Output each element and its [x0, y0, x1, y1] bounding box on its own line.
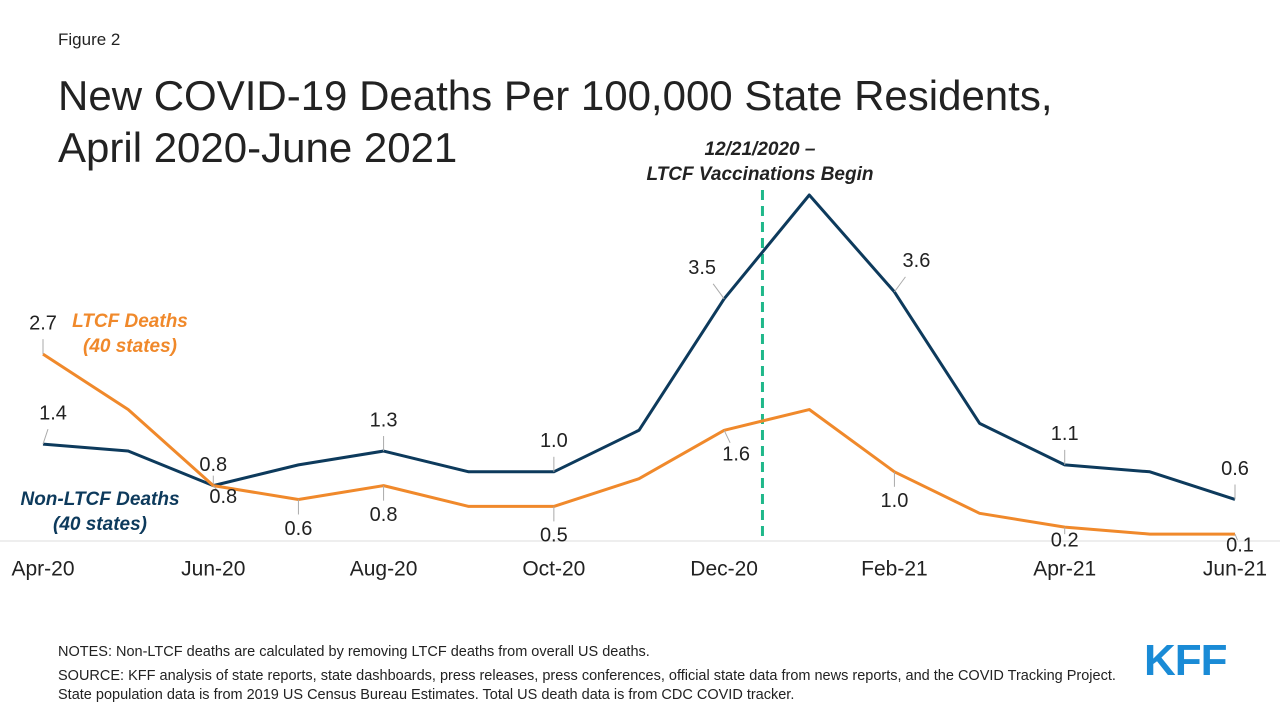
x-tick-label: Dec-20 — [690, 558, 758, 581]
data-label: 1.6 — [722, 444, 750, 466]
data-label: 0.2 — [1051, 529, 1079, 551]
data-label: 3.5 — [688, 257, 716, 279]
data-label: 1.4 — [39, 402, 67, 424]
data-label: 3.6 — [903, 250, 931, 272]
data-label: 0.8 — [199, 454, 227, 476]
leader-line — [1234, 533, 1238, 541]
data-label: 0.5 — [540, 525, 568, 547]
data-label: 1.3 — [370, 409, 398, 431]
data-label: 0.8 — [209, 486, 237, 508]
x-tick-label: Jun-21 — [1203, 558, 1267, 581]
x-tick-label: Apr-20 — [11, 558, 74, 581]
series-line — [42, 352, 1235, 536]
leader-line — [712, 283, 725, 300]
legend-label: Non-LTCF Deaths (40 states) — [20, 489, 180, 535]
data-label: 0.6 — [285, 518, 313, 540]
data-label: 1.0 — [540, 430, 568, 452]
x-tick-label: Jun-20 — [181, 558, 245, 581]
leader-line — [894, 276, 906, 293]
notes: NOTES: Non-LTCF deaths are calculated by… — [58, 644, 650, 660]
x-tick-label: Feb-21 — [861, 558, 928, 581]
data-label: 0.8 — [370, 504, 398, 526]
x-tick-label: Aug-20 — [350, 558, 418, 581]
x-tick-label: Oct-20 — [522, 558, 585, 581]
x-tick-label: Apr-21 — [1033, 558, 1096, 581]
data-label: 1.1 — [1051, 423, 1079, 445]
leader-line — [42, 428, 49, 445]
data-label: 0.6 — [1221, 458, 1249, 480]
source: SOURCE: KFF analysis of state reports, s… — [58, 668, 1116, 703]
annotation: 12/21/2020 – LTCF Vaccinations Begin — [646, 139, 874, 185]
data-label: 0.1 — [1226, 534, 1254, 556]
leader-line — [212, 485, 219, 492]
data-label: 1.0 — [881, 490, 909, 512]
logo: KFF — [1144, 636, 1228, 685]
legend-label: LTCF Deaths (40 states) — [72, 311, 188, 357]
leader-line — [723, 430, 731, 443]
figure-label: Figure 2 — [58, 30, 121, 49]
chart-title: New COVID-19 Deaths Per 100,000 State Re… — [58, 72, 1053, 171]
